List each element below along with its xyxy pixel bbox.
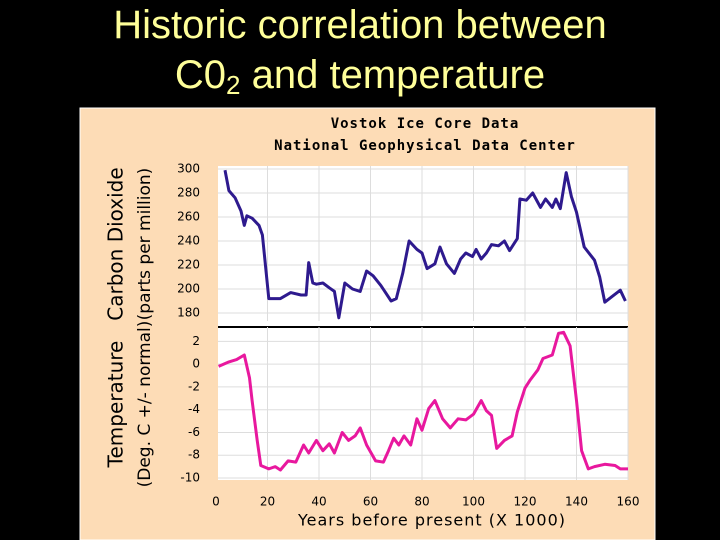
x-tick-label: 100 [462, 495, 485, 509]
x-tick-label: 40 [311, 495, 326, 509]
y-tick-label: -6 [188, 425, 200, 439]
x-tick-label: 60 [363, 495, 378, 509]
y-tick-label: -10 [180, 471, 200, 485]
data-line [217, 330, 628, 472]
y-tick-label: 260 [177, 210, 200, 224]
y-tick-label: 200 [177, 282, 200, 296]
y-tick-label: -4 [188, 402, 200, 416]
x-tick-label: 160 [617, 495, 640, 509]
slide-title: Historic correlation between C02 and tem… [0, 0, 720, 100]
x-axis-label: Years before present (X 1000) [297, 511, 566, 530]
y-tick-label: -2 [188, 379, 200, 393]
title-text: and temperature [240, 53, 546, 97]
y-axis-label: (Deg. C +/- normal) [135, 321, 155, 488]
chart-title: Vostok Ice Core Data [331, 116, 520, 132]
x-tick-label: 80 [414, 495, 429, 509]
y-axis-label: Carbon Dioxide [104, 167, 128, 320]
x-tick-label: 20 [260, 495, 275, 509]
data-line [223, 169, 627, 320]
x-tick-label: 0 [212, 495, 220, 509]
x-tick-label: 120 [514, 495, 537, 509]
y-axis-label: Temperature [104, 341, 128, 469]
x-tick-label: 140 [565, 495, 588, 509]
y-tick-label: -8 [188, 448, 200, 462]
y-tick-label: 300 [177, 162, 200, 176]
y-tick-label: 2 [192, 334, 200, 348]
y-tick-label: 220 [177, 258, 200, 272]
title-line: Historic correlation between [113, 3, 607, 47]
y-tick-label: 280 [177, 186, 200, 200]
y-axis-label: (parts per million) [135, 168, 155, 321]
title-subscript: 2 [226, 70, 241, 100]
title-line: C02 and temperature [0, 50, 720, 100]
y-tick-label: 0 [192, 357, 200, 371]
chart-title: National Geophysical Data Center [274, 138, 576, 154]
title-text: C0 [174, 53, 227, 97]
y-tick-label: 180 [177, 306, 200, 320]
y-tick-label: 240 [177, 234, 200, 248]
